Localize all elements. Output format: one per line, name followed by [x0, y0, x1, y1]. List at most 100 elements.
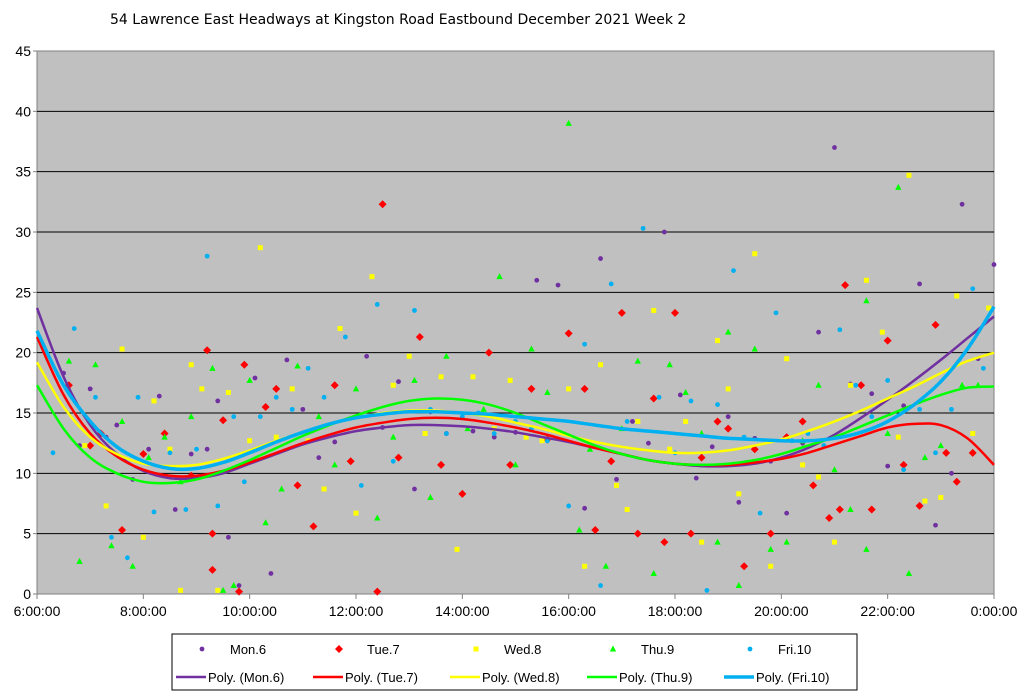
y-tick-label: 35: [15, 164, 31, 180]
data-point: [683, 418, 689, 424]
data-point: [906, 172, 912, 178]
data-point: [247, 438, 253, 444]
data-point: [968, 448, 977, 457]
data-point: [832, 145, 837, 150]
series-tue-7: [64, 200, 977, 596]
data-point: [905, 569, 913, 576]
y-axis-ticks: 0 5 10 15 20 25 30 35 40 45: [15, 43, 37, 602]
y-tick-label: 45: [15, 43, 31, 59]
data-point: [633, 529, 642, 538]
data-point: [454, 546, 460, 552]
data-point: [933, 450, 938, 456]
data-point: [952, 477, 961, 486]
data-point: [146, 446, 152, 452]
data-point: [257, 414, 263, 420]
data-point: [954, 293, 960, 299]
data-point: [309, 522, 318, 531]
data-point: [773, 310, 779, 316]
x-axis-ticks: 6:00:00 8:00:00 10:00:00 12:00:00 14:00:00 16…: [14, 594, 1018, 619]
data-point: [545, 438, 550, 444]
data-point: [151, 398, 157, 404]
y-tick-label: 5: [23, 526, 31, 542]
data-point: [151, 509, 157, 515]
data-point: [582, 341, 588, 347]
data-point: [427, 493, 434, 500]
data-point: [161, 433, 168, 440]
data-point: [915, 501, 924, 510]
data-point: [330, 381, 339, 390]
data-point: [231, 414, 237, 420]
data-point: [76, 557, 83, 564]
data-point: [215, 398, 221, 404]
y-tick-label: 10: [15, 465, 31, 481]
data-point: [564, 329, 573, 338]
data-point: [438, 374, 444, 380]
data-point: [114, 422, 120, 428]
legend-label: Tue.7: [367, 642, 400, 657]
data-point: [608, 281, 614, 287]
data-point: [272, 384, 281, 393]
data-point: [602, 562, 610, 569]
data-point: [895, 183, 902, 190]
data-point: [586, 445, 594, 452]
data-point: [199, 386, 205, 392]
data-point: [332, 439, 338, 445]
data-point: [187, 413, 195, 420]
data-point: [464, 425, 471, 432]
data-point: [624, 419, 630, 424]
data-point: [555, 282, 561, 288]
data-point: [815, 381, 822, 388]
legend-marker: [609, 645, 617, 652]
legend: Mon.6 Tue.7 Wed.8 Thu.9 Fri.10 Poly. (Mon.6) P…: [176, 642, 829, 685]
data-point: [246, 376, 253, 383]
y-tick-label: 0: [23, 586, 31, 602]
data-point: [671, 308, 679, 317]
data-point: [704, 587, 710, 593]
data-point: [316, 455, 322, 461]
data-point: [50, 450, 56, 456]
data-point: [879, 329, 885, 335]
y-tick-label: 20: [15, 345, 31, 361]
trendlines: [35, 305, 996, 485]
data-point: [92, 361, 99, 368]
legend-label: Poly. (Mon.6): [208, 670, 284, 685]
x-tick-label: 10:00:00: [222, 603, 277, 619]
data-point: [411, 376, 418, 383]
data-point: [809, 481, 818, 490]
legend-label: Thu.9: [641, 642, 674, 657]
x-tick-label: 22:00:00: [860, 603, 915, 619]
data-point: [219, 586, 227, 593]
data-point: [261, 402, 270, 411]
data-point: [991, 262, 997, 267]
data-point: [640, 225, 646, 231]
data-point: [209, 364, 216, 371]
data-point: [697, 453, 706, 462]
data-point: [768, 563, 774, 569]
data-point: [699, 539, 705, 545]
data-point: [358, 483, 364, 488]
data-point: [373, 587, 382, 596]
data-point: [598, 583, 603, 588]
data-point: [835, 505, 844, 514]
y-tick-label: 30: [15, 224, 31, 240]
data-point: [883, 336, 892, 345]
data-point: [257, 245, 263, 251]
data-point: [484, 348, 493, 357]
data-point: [145, 454, 152, 461]
data-point: [725, 414, 731, 420]
x-tick-label: 18:00:00: [648, 603, 703, 619]
data-point: [140, 534, 146, 540]
data-point: [784, 510, 790, 516]
data-point: [847, 506, 854, 513]
data-point: [566, 503, 572, 509]
data-point: [649, 394, 658, 403]
data-point: [203, 346, 212, 355]
data-point: [831, 466, 838, 473]
data-point: [422, 431, 428, 437]
data-point: [614, 476, 619, 482]
data-point: [591, 526, 600, 535]
data-point: [752, 251, 758, 257]
legend-marker: [747, 646, 753, 652]
data-point: [86, 441, 95, 450]
data-point: [390, 458, 396, 464]
